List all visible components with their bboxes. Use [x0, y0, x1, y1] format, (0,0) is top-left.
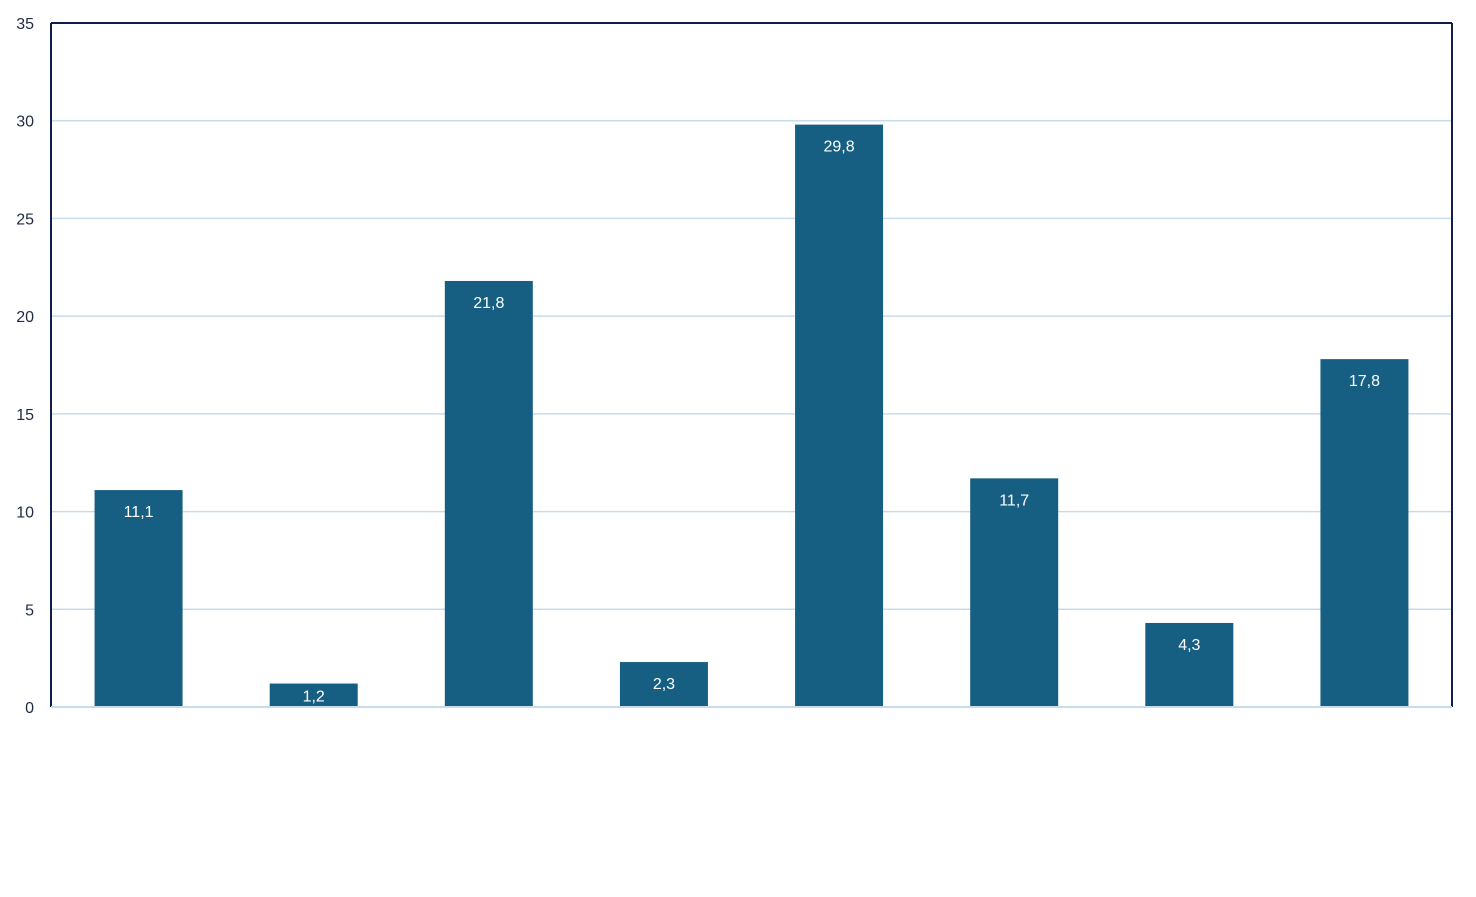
- bar-4: [619, 662, 708, 707]
- bar-7: [1145, 622, 1234, 707]
- data-label-5: 29,8: [823, 139, 854, 156]
- data-label-8: 17,8: [1349, 373, 1380, 390]
- bar-5: [795, 124, 884, 707]
- bar-6: [970, 478, 1059, 707]
- data-labels: 11,1 1,2 21,8 2,3 29,8 11,7 4,3 17,8: [124, 139, 1381, 706]
- bar-8: [1320, 359, 1409, 707]
- y-axis-tick-labels: 0 5 10 15 20 25 30 35: [16, 16, 34, 717]
- y-tick-label-30: 30: [16, 114, 34, 131]
- bar-1: [94, 490, 183, 707]
- y-tick-label-10: 10: [16, 505, 34, 522]
- data-label-6: 11,7: [999, 492, 1029, 509]
- y-tick-label-15: 15: [16, 407, 34, 424]
- y-tick-label-25: 25: [16, 211, 34, 228]
- y-tick-label-5: 5: [25, 602, 34, 619]
- data-label-3: 21,8: [473, 295, 504, 312]
- y-tick-label-20: 20: [16, 309, 34, 326]
- bars: [94, 124, 1409, 707]
- y-tick-label-35: 35: [16, 16, 34, 33]
- data-label-1: 11,1: [124, 504, 154, 521]
- gridlines: [51, 119, 1452, 611]
- data-label-7: 4,3: [1178, 637, 1200, 654]
- y-tick-label-0: 0: [25, 700, 34, 717]
- data-label-2: 1,2: [303, 689, 325, 706]
- data-label-4: 2,3: [653, 676, 675, 693]
- bar-2: [269, 683, 358, 707]
- axes: [50, 22, 1453, 708]
- bar-3: [444, 280, 533, 707]
